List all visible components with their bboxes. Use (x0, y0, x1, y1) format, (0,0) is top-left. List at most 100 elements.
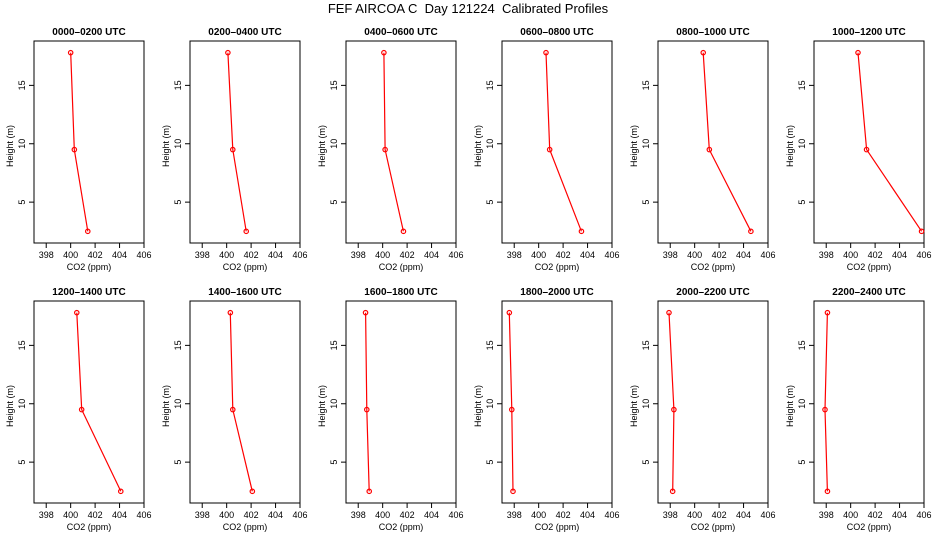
x-axis-label: CO2 (ppm) (379, 522, 424, 532)
data-point (78, 406, 85, 413)
data-point (382, 146, 388, 153)
panel-title: 1600–1800 UTC (364, 287, 437, 298)
x-tick-label: 400 (687, 510, 702, 520)
x-tick-label: 402 (868, 510, 883, 520)
y-axis-label: Height (m) (785, 125, 795, 167)
x-tick-label: 400 (63, 250, 78, 260)
panel-title: 2000–2200 UTC (676, 287, 749, 298)
x-tick-label: 406 (760, 510, 775, 520)
plot-frame (501, 40, 613, 244)
x-tick-label: 404 (736, 510, 751, 520)
data-point (546, 146, 553, 153)
x-tick-label: 400 (843, 250, 858, 260)
x-tick-label: 402 (88, 250, 103, 260)
y-tick-label: 15 (173, 80, 183, 90)
y-tick-label: 15 (329, 340, 339, 350)
panel-9: 1600–1800 UTC 398 400 402 404 406 5 10 15 CO2 (pp… (317, 287, 464, 532)
panel-11: 2000–2200 UTC 398 400 402 404 406 5 10 15 CO2 (pp… (629, 287, 776, 532)
data-point (71, 146, 78, 153)
series-line (824, 312, 828, 492)
data-point (381, 49, 387, 56)
data-point (67, 49, 74, 56)
x-axis-label: CO2 (ppm) (847, 262, 892, 272)
data-point (363, 406, 370, 413)
y-tick-label: 10 (797, 399, 807, 409)
y-axis-label: Height (m) (5, 385, 15, 427)
panel-10: 1800–2000 UTC 398 400 402 404 406 5 10 15 CO2 (pp… (473, 287, 620, 532)
plot-frame (345, 40, 457, 244)
plot-frame (813, 300, 925, 504)
data-point (863, 146, 870, 153)
data-point (229, 146, 236, 153)
plot-frame (813, 40, 925, 244)
series-line (383, 52, 404, 232)
y-tick-label: 15 (485, 80, 495, 90)
series-line (365, 312, 370, 492)
x-tick-label: 402 (400, 510, 415, 520)
x-tick-label: 400 (375, 510, 390, 520)
series-line (857, 52, 923, 232)
y-tick-label: 10 (797, 139, 807, 149)
series-line (70, 52, 89, 232)
y-tick-label: 5 (641, 200, 651, 205)
data-point (362, 309, 369, 316)
figure-title: FEF AIRCOA C Day 121224 Calibrated Profi… (327, 1, 609, 16)
y-tick-label: 5 (17, 460, 27, 465)
y-tick-label: 5 (485, 200, 495, 205)
panel-1: 0000–0200 UTC 398 400 402 404 406 5 10 15 CO2 (pp… (5, 27, 152, 272)
data-point (543, 49, 549, 56)
x-tick-label: 404 (892, 250, 907, 260)
x-tick-label: 404 (112, 250, 127, 260)
y-tick-label: 15 (485, 340, 495, 350)
x-tick-label: 404 (424, 510, 439, 520)
data-point (243, 228, 250, 235)
x-tick-label: 398 (507, 250, 522, 260)
panel-title: 1200–1400 UTC (52, 287, 125, 298)
y-tick-label: 5 (641, 460, 651, 465)
x-axis-label: CO2 (ppm) (223, 262, 268, 272)
panel-title: 0000–0200 UTC (52, 27, 125, 38)
series-line (229, 312, 253, 492)
panel-title: 0600–0800 UTC (520, 27, 593, 38)
x-tick-label: 402 (712, 250, 727, 260)
x-axis-label: CO2 (ppm) (535, 522, 580, 532)
x-axis-label: CO2 (ppm) (223, 522, 268, 532)
panel-5: 0800–1000 UTC 398 400 402 404 406 5 10 15 CO2 (pp… (629, 27, 776, 272)
y-axis-label: Height (m) (629, 385, 639, 427)
panel-title: 0200–0400 UTC (208, 27, 281, 38)
x-tick-label: 398 (195, 510, 210, 520)
data-point (578, 228, 585, 235)
series-line (76, 312, 122, 492)
panel-3: 0400–0600 UTC 398 400 402 404 406 5 10 15 CO2 (pp… (317, 27, 464, 272)
x-tick-label: 406 (604, 510, 619, 520)
y-tick-label: 15 (17, 80, 27, 90)
x-axis-label: CO2 (ppm) (691, 262, 736, 272)
data-point (822, 406, 828, 413)
panel-6: 1000–1200 UTC 398 400 402 404 406 5 10 15 CO2 (pp… (785, 27, 932, 272)
x-tick-label: 400 (531, 510, 546, 520)
x-axis-label: CO2 (ppm) (847, 522, 892, 532)
y-tick-label: 10 (641, 139, 651, 149)
data-point (824, 309, 831, 316)
y-axis-label: Height (m) (473, 385, 483, 427)
x-tick-label: 398 (819, 510, 834, 520)
panel-title: 0400–0600 UTC (364, 27, 437, 38)
y-tick-label: 5 (329, 460, 339, 465)
x-tick-label: 404 (268, 510, 283, 520)
x-tick-label: 402 (88, 510, 103, 520)
panel-2: 0200–0400 UTC 398 400 402 404 406 5 10 15 CO2 (pp… (161, 27, 308, 272)
data-point (225, 49, 231, 56)
x-tick-label: 404 (580, 250, 595, 260)
x-tick-label: 398 (663, 510, 678, 520)
y-tick-label: 10 (173, 399, 183, 409)
y-tick-label: 10 (329, 399, 339, 409)
y-tick-label: 5 (797, 460, 807, 465)
x-tick-label: 406 (292, 250, 307, 260)
plot-frame (501, 300, 613, 504)
y-tick-label: 15 (17, 340, 27, 350)
data-point (227, 309, 234, 316)
y-axis-label: Height (m) (473, 125, 483, 167)
y-tick-label: 5 (485, 460, 495, 465)
x-tick-label: 406 (916, 250, 931, 260)
y-axis-label: Height (m) (629, 125, 639, 167)
